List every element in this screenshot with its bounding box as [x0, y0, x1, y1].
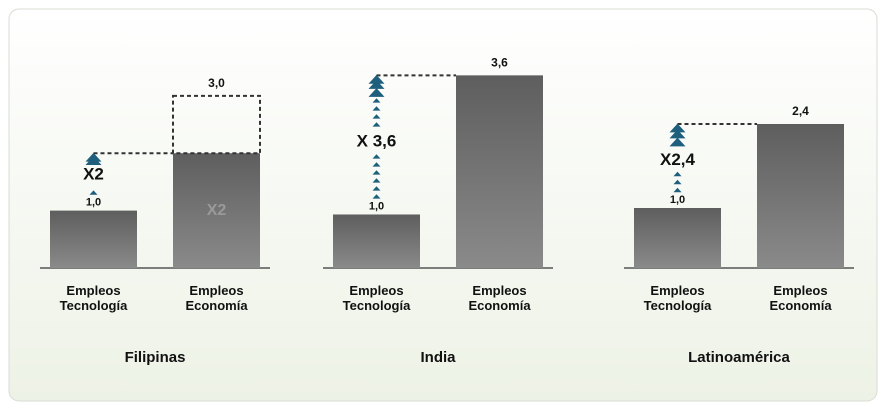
category-label: Empleos Economía	[468, 283, 531, 313]
arrow-chevron	[372, 114, 381, 119]
arrow-chevron	[673, 171, 682, 177]
bar-target-outline	[172, 94, 261, 155]
value-label: 1,0	[369, 200, 384, 212]
arrow-chevron	[673, 187, 682, 193]
arrow-label: X2,4	[660, 150, 696, 169]
arrow-chevron	[669, 137, 686, 147]
value-label: 1,0	[670, 194, 685, 206]
arrow-chevron	[372, 186, 381, 191]
arrow-chevron	[372, 98, 381, 103]
bar	[634, 208, 721, 268]
arrow-label: X 3,6	[357, 131, 397, 150]
bar	[456, 75, 543, 268]
arrow-chevron	[372, 178, 381, 183]
panel-frame	[8, 8, 878, 402]
value-label: 2,4	[792, 104, 809, 118]
value-label: 1,0	[86, 197, 101, 209]
arrow-chevron	[669, 129, 686, 139]
arrow-chevron	[368, 80, 385, 89]
arrow-chevron	[372, 106, 381, 111]
category-label: Empleos Tecnología	[342, 283, 411, 313]
arrow-chevron	[85, 152, 102, 162]
arrow-chevron	[669, 123, 686, 133]
category-label: Empleos Tecnología	[643, 283, 712, 313]
arrow-chevron	[372, 122, 381, 127]
arrow-chevron	[368, 74, 385, 84]
arrow-chevron	[372, 154, 381, 159]
bar-label: X2	[207, 202, 227, 219]
arrow-chevron	[372, 162, 381, 167]
category-label: Empleos Economía	[769, 283, 832, 313]
arrow-chevron	[372, 194, 381, 199]
value-label: 3,6	[491, 56, 508, 70]
bar	[50, 210, 137, 268]
value-label: 3,0	[208, 76, 225, 90]
panel-title: India	[420, 349, 456, 366]
category-label: Empleos Tecnología	[59, 283, 128, 313]
panel-title: Latinoamérica	[688, 349, 790, 366]
category-label: Empleos Economía	[185, 283, 248, 313]
bar	[333, 214, 420, 268]
bar	[757, 124, 844, 268]
arrow-label: X2	[83, 164, 104, 183]
arrow-chevron	[673, 179, 682, 185]
bar	[173, 153, 260, 268]
panel-title: Filipinas	[125, 349, 186, 366]
arrow-chevron	[89, 190, 98, 195]
arrow-chevron	[368, 88, 385, 97]
arrow-chevron	[372, 170, 381, 175]
